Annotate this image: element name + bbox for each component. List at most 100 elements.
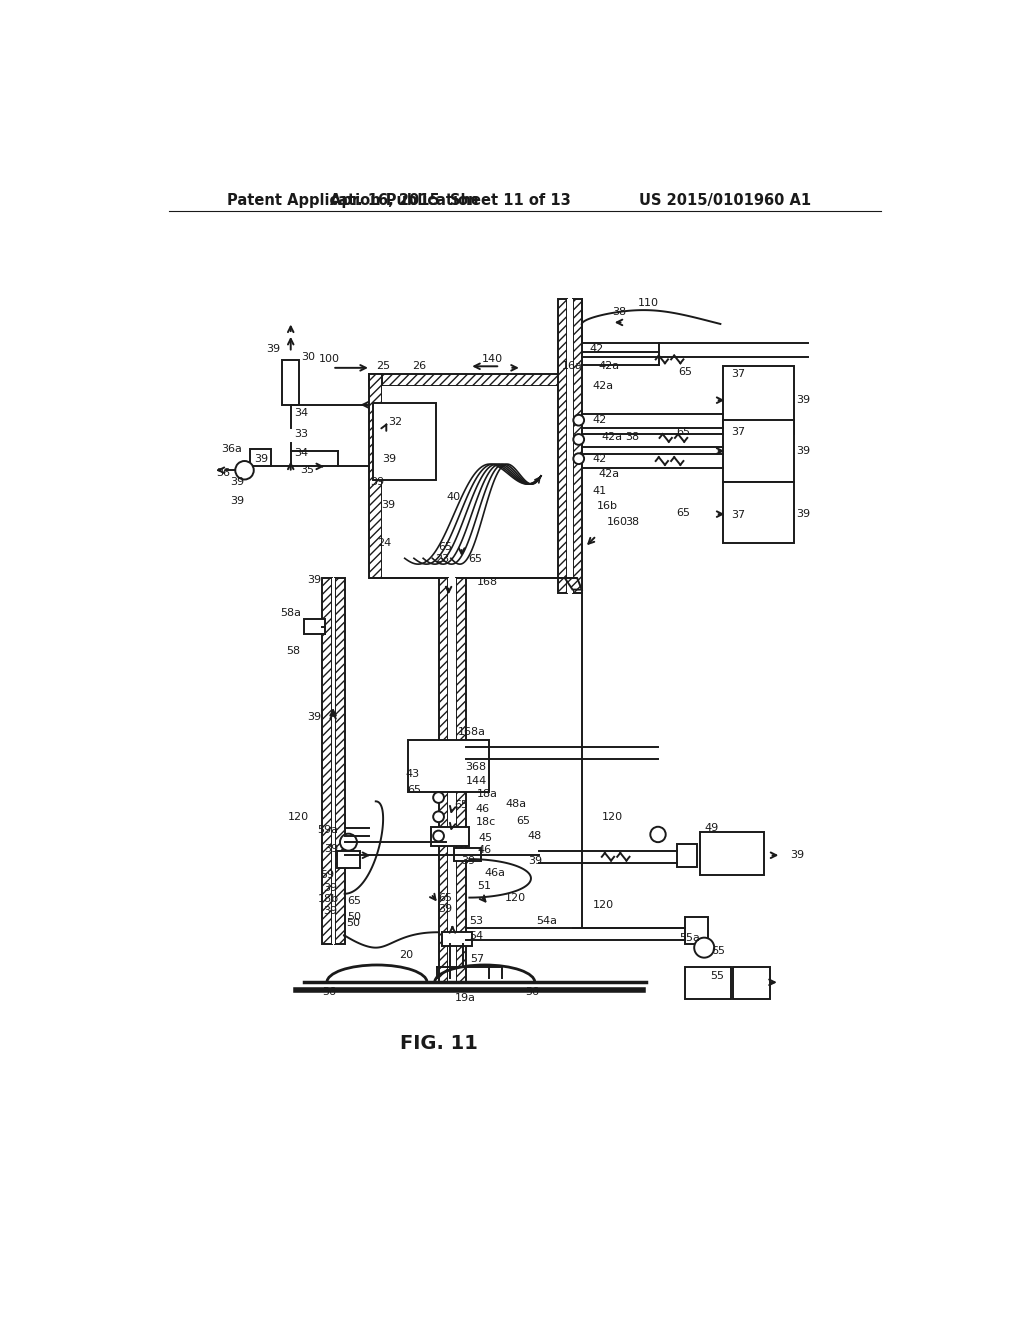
Text: 39: 39 bbox=[307, 576, 322, 585]
Text: 65: 65 bbox=[677, 508, 690, 517]
Text: 18a: 18a bbox=[477, 788, 498, 799]
Text: 42: 42 bbox=[593, 416, 607, 425]
Text: 54: 54 bbox=[469, 931, 483, 941]
Text: 18c: 18c bbox=[475, 817, 496, 828]
Bar bbox=[250, 449, 271, 466]
Bar bbox=[438, 747, 447, 982]
Text: 19a: 19a bbox=[455, 993, 476, 1003]
Text: Patent Application Publication: Patent Application Publication bbox=[226, 193, 478, 209]
Text: 37: 37 bbox=[731, 370, 745, 379]
Text: 57: 57 bbox=[470, 954, 484, 964]
Text: 39: 39 bbox=[438, 904, 453, 915]
Bar bbox=[572, 298, 582, 594]
Text: 59a: 59a bbox=[317, 825, 339, 834]
Bar bbox=[337, 851, 360, 869]
Text: 46: 46 bbox=[475, 804, 489, 814]
Bar bbox=[558, 298, 567, 594]
Text: 34: 34 bbox=[295, 408, 308, 417]
Circle shape bbox=[433, 792, 444, 803]
Bar bbox=[733, 966, 770, 999]
Bar bbox=[700, 832, 764, 875]
Text: 42: 42 bbox=[593, 454, 607, 463]
Bar bbox=[724, 482, 795, 544]
Text: 48: 48 bbox=[527, 832, 542, 841]
Text: 120: 120 bbox=[593, 900, 613, 911]
Bar bbox=[373, 404, 436, 480]
Text: 25: 25 bbox=[376, 362, 390, 371]
Text: 39: 39 bbox=[370, 477, 384, 487]
Bar bbox=[408, 739, 488, 792]
Bar bbox=[382, 387, 565, 578]
Text: 24: 24 bbox=[378, 539, 392, 548]
Text: 46a: 46a bbox=[484, 869, 506, 878]
Text: 120: 120 bbox=[505, 892, 526, 903]
Text: 120: 120 bbox=[602, 812, 623, 822]
Text: 37: 37 bbox=[731, 510, 745, 520]
Bar bbox=[335, 578, 345, 944]
Text: 65: 65 bbox=[677, 426, 690, 437]
Text: 41: 41 bbox=[593, 486, 606, 496]
Text: 26: 26 bbox=[413, 362, 426, 371]
Bar bbox=[447, 747, 457, 982]
Text: 39: 39 bbox=[797, 395, 811, 405]
Bar bbox=[457, 578, 466, 747]
Text: 65: 65 bbox=[347, 896, 360, 907]
Text: 50: 50 bbox=[347, 912, 360, 921]
Text: 39: 39 bbox=[462, 855, 475, 866]
Text: 53: 53 bbox=[469, 916, 483, 925]
Text: 39: 39 bbox=[323, 907, 337, 916]
Bar bbox=[438, 578, 447, 747]
Text: 42a: 42a bbox=[602, 432, 623, 442]
Text: 39: 39 bbox=[382, 500, 395, 510]
Text: 42a: 42a bbox=[593, 380, 613, 391]
Text: 35: 35 bbox=[300, 465, 314, 475]
Text: 39: 39 bbox=[323, 883, 337, 894]
Bar bbox=[677, 843, 696, 867]
Text: Apr. 16, 2015  Sheet 11 of 13: Apr. 16, 2015 Sheet 11 of 13 bbox=[330, 193, 570, 209]
Text: 34: 34 bbox=[295, 449, 308, 458]
Text: 368: 368 bbox=[466, 762, 486, 772]
Text: 30: 30 bbox=[301, 352, 315, 362]
Text: 42a: 42a bbox=[599, 362, 620, 371]
Circle shape bbox=[650, 826, 666, 842]
Bar bbox=[332, 578, 335, 944]
Text: 39: 39 bbox=[230, 496, 245, 506]
Text: 65: 65 bbox=[516, 816, 530, 825]
Text: 168a: 168a bbox=[458, 727, 485, 737]
Text: 65: 65 bbox=[711, 946, 725, 957]
Text: 39: 39 bbox=[797, 446, 811, 455]
Text: 42a: 42a bbox=[599, 469, 620, 479]
Text: 46: 46 bbox=[477, 845, 492, 855]
Text: US 2015/0101960 A1: US 2015/0101960 A1 bbox=[639, 193, 811, 209]
Bar bbox=[724, 367, 795, 434]
Text: 39: 39 bbox=[791, 850, 805, 861]
Bar bbox=[457, 747, 466, 982]
Text: 38: 38 bbox=[626, 517, 640, 527]
Text: 100: 100 bbox=[319, 354, 340, 363]
Text: 39: 39 bbox=[527, 855, 542, 866]
Bar bbox=[685, 917, 708, 944]
Circle shape bbox=[340, 834, 357, 850]
Text: 39: 39 bbox=[230, 477, 245, 487]
Bar bbox=[724, 420, 795, 482]
Text: 51: 51 bbox=[477, 880, 492, 891]
Text: 55: 55 bbox=[711, 972, 724, 981]
Text: 54a: 54a bbox=[536, 916, 557, 925]
Text: 39: 39 bbox=[325, 843, 339, 854]
Text: 39: 39 bbox=[254, 454, 268, 463]
Text: 39: 39 bbox=[266, 345, 281, 354]
Text: 16b: 16b bbox=[596, 502, 617, 511]
Bar bbox=[441, 932, 472, 946]
Text: 48a: 48a bbox=[505, 799, 526, 809]
Bar bbox=[567, 298, 572, 594]
Text: 140: 140 bbox=[482, 354, 503, 363]
Text: 110: 110 bbox=[638, 298, 658, 308]
Bar bbox=[370, 374, 578, 387]
Text: 65: 65 bbox=[438, 543, 453, 552]
Text: 37: 37 bbox=[731, 426, 745, 437]
Text: 43: 43 bbox=[406, 770, 419, 779]
Text: 168: 168 bbox=[477, 577, 499, 587]
Circle shape bbox=[573, 453, 584, 465]
Text: 36a: 36a bbox=[221, 445, 243, 454]
Text: 32: 32 bbox=[388, 417, 402, 426]
